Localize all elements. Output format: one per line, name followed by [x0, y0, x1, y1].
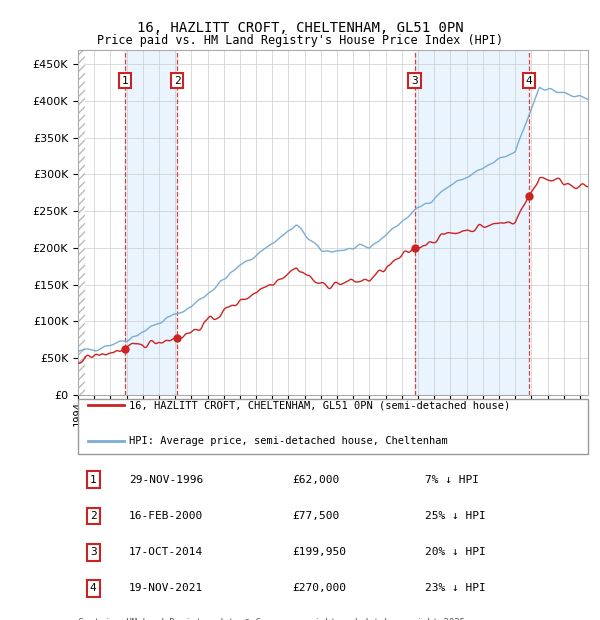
- Text: 16-FEB-2000: 16-FEB-2000: [129, 511, 203, 521]
- Text: £270,000: £270,000: [292, 583, 346, 593]
- Text: 3: 3: [411, 76, 418, 86]
- Text: 3: 3: [90, 547, 97, 557]
- Text: 1: 1: [90, 475, 97, 485]
- FancyBboxPatch shape: [78, 399, 588, 454]
- Text: £62,000: £62,000: [292, 475, 340, 485]
- Text: 2: 2: [90, 511, 97, 521]
- Text: 1: 1: [122, 76, 128, 86]
- Text: 16, HAZLITT CROFT, CHELTENHAM, GL51 0PN (semi-detached house): 16, HAZLITT CROFT, CHELTENHAM, GL51 0PN …: [129, 401, 510, 410]
- Text: 4: 4: [526, 76, 533, 86]
- Text: 2: 2: [174, 76, 181, 86]
- Bar: [125, 50, 177, 394]
- Text: 16, HAZLITT CROFT, CHELTENHAM, GL51 0PN: 16, HAZLITT CROFT, CHELTENHAM, GL51 0PN: [137, 21, 463, 35]
- Bar: [415, 50, 529, 394]
- Text: 20% ↓ HPI: 20% ↓ HPI: [425, 547, 485, 557]
- Bar: [78, 50, 85, 394]
- Text: HPI: Average price, semi-detached house, Cheltenham: HPI: Average price, semi-detached house,…: [129, 436, 448, 446]
- Text: 4: 4: [90, 583, 97, 593]
- Text: 7% ↓ HPI: 7% ↓ HPI: [425, 475, 479, 485]
- Text: £77,500: £77,500: [292, 511, 340, 521]
- Text: 23% ↓ HPI: 23% ↓ HPI: [425, 583, 485, 593]
- Text: 19-NOV-2021: 19-NOV-2021: [129, 583, 203, 593]
- Text: 29-NOV-1996: 29-NOV-1996: [129, 475, 203, 485]
- Text: £199,950: £199,950: [292, 547, 346, 557]
- Text: Price paid vs. HM Land Registry's House Price Index (HPI): Price paid vs. HM Land Registry's House …: [97, 34, 503, 46]
- Text: 17-OCT-2014: 17-OCT-2014: [129, 547, 203, 557]
- Text: 25% ↓ HPI: 25% ↓ HPI: [425, 511, 485, 521]
- Text: Contains HM Land Registry data © Crown copyright and database right 2025.
This d: Contains HM Land Registry data © Crown c…: [78, 618, 470, 620]
